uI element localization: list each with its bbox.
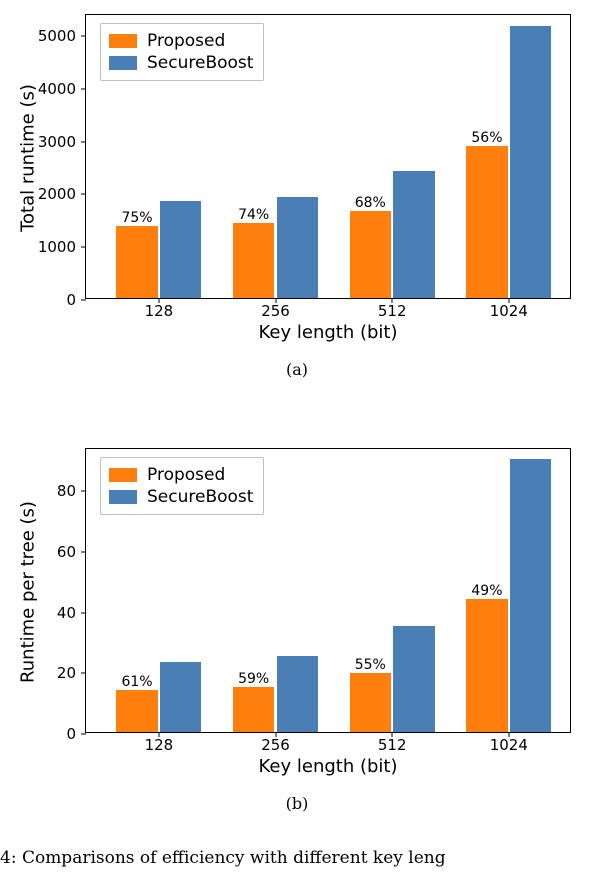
legend-label: SecureBoost [147,487,253,507]
ytick-label: 20 [57,664,76,682]
ytick-mark [81,673,86,674]
panel-b: 0 20 40 60 80 Runtime per tree (s) 128 256 512 10… [0,0,594,824]
ytick-mark [81,734,86,735]
legend: ProposedSecureBoost [100,457,264,515]
x-axis-label: Key length (bit) [259,756,398,777]
ytick-mark [81,612,86,613]
ytick-label: 80 [57,482,76,500]
bar-proposed [116,690,157,732]
y-axis-label: Runtime per tree (s) [18,501,39,683]
bar-secureboost [277,656,318,732]
subcaption-b: (b) [286,794,309,813]
legend-swatch [109,468,137,482]
bar-secureboost [510,459,551,732]
bar-annotation: 59% [238,671,269,687]
bar-secureboost [160,662,201,732]
legend-item: SecureBoost [109,486,253,508]
bar-proposed [466,599,507,732]
bar-secureboost [393,626,434,732]
ytick-label: 0 [66,725,76,743]
ytick-mark [81,491,86,492]
legend-label: Proposed [147,465,225,485]
figure-caption-fragment: 4: Comparisons of efficiency with differ… [0,848,446,868]
legend-swatch [109,490,137,504]
page-root: 010002000300040005000Total runtime (s)12… [0,0,594,882]
bar-annotation: 55% [355,657,386,673]
bar-annotation: 61% [121,674,152,690]
ytick-mark [81,552,86,553]
ytick-label: 40 [57,604,76,622]
xtick-label: 1024 [490,736,528,754]
ytick-label: 60 [57,543,76,561]
bar-proposed [233,687,274,732]
xtick-label: 128 [145,736,174,754]
xtick-label: 512 [378,736,407,754]
legend-item: Proposed [109,464,253,486]
plot-frame-b: 020406080Runtime per tree (s)12825651210… [85,448,571,733]
bar-proposed [350,673,391,732]
xtick-label: 256 [261,736,290,754]
bar-annotation: 49% [471,583,502,599]
